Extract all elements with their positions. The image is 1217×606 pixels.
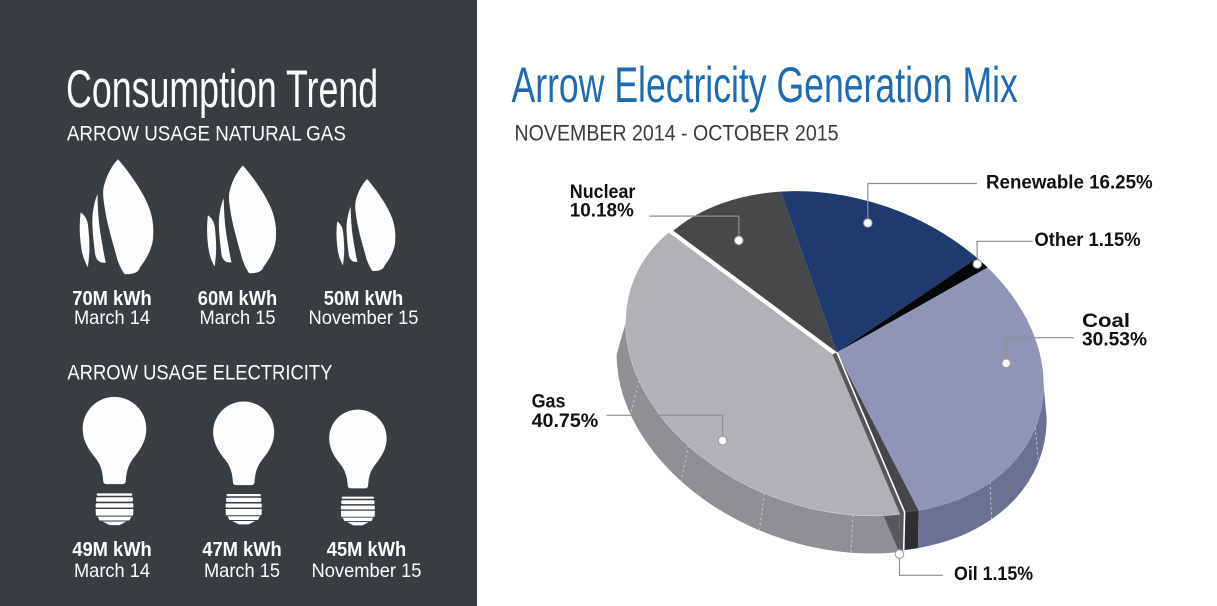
svg-text:NOVEMBER 2014 - OCTOBER 2015: NOVEMBER 2014 - OCTOBER 2015 bbox=[515, 121, 839, 146]
svg-text:ARROW USAGE ELECTRICITY: ARROW USAGE ELECTRICITY bbox=[67, 362, 332, 385]
svg-text:30.53%: 30.53% bbox=[1082, 330, 1147, 351]
svg-text:45M kWh: 45M kWh bbox=[327, 539, 406, 561]
svg-text:49M kWh: 49M kWh bbox=[72, 539, 151, 561]
svg-text:Arrow Electricity Generation M: Arrow Electricity Generation Mix bbox=[512, 58, 1019, 113]
svg-text:Consumption Trend: Consumption Trend bbox=[66, 59, 378, 119]
svg-text:March 14: March 14 bbox=[74, 560, 150, 582]
svg-text:ARROW USAGE NATURAL GAS: ARROW USAGE NATURAL GAS bbox=[67, 122, 346, 145]
svg-text:Gas: Gas bbox=[532, 392, 566, 413]
svg-text:November 15: November 15 bbox=[312, 560, 422, 582]
svg-text:47M kWh: 47M kWh bbox=[202, 539, 281, 561]
svg-text:March 14: March 14 bbox=[74, 307, 150, 329]
svg-text:40.75%: 40.75% bbox=[532, 411, 599, 432]
svg-text:Coal: Coal bbox=[1082, 311, 1130, 332]
svg-text:10.18%: 10.18% bbox=[570, 201, 634, 222]
svg-text:Other 1.15%: Other 1.15% bbox=[1035, 230, 1141, 251]
svg-text:50M kWh: 50M kWh bbox=[324, 288, 403, 310]
svg-text:60M kWh: 60M kWh bbox=[198, 288, 277, 310]
svg-text:Renewable 16.25%: Renewable 16.25% bbox=[986, 172, 1153, 193]
svg-text:Nuclear: Nuclear bbox=[570, 182, 636, 203]
svg-text:March 15: March 15 bbox=[204, 560, 280, 582]
svg-text:Oil 1.15%: Oil 1.15% bbox=[954, 564, 1033, 585]
svg-text:November 15: November 15 bbox=[309, 307, 419, 329]
svg-text:March 15: March 15 bbox=[200, 307, 276, 329]
svg-text:70M kWh: 70M kWh bbox=[72, 288, 151, 310]
